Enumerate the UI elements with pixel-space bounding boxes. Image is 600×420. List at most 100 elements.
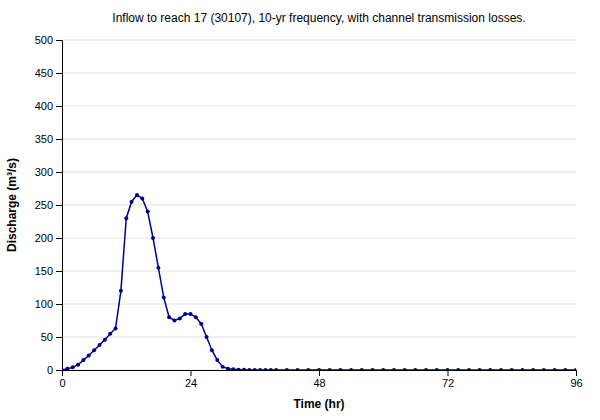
- point: [478, 368, 482, 370]
- tick-label: 24: [185, 377, 197, 389]
- axis-line: [56, 41, 63, 371]
- point: [467, 368, 471, 370]
- tick-label: 72: [442, 377, 454, 389]
- point: [146, 210, 150, 214]
- point: [328, 368, 332, 370]
- chart: 024487296050100150200250300350400450500I…: [0, 0, 600, 420]
- point: [258, 368, 262, 370]
- point: [263, 368, 267, 370]
- point: [542, 368, 546, 370]
- point: [237, 368, 241, 370]
- tick: 48: [313, 370, 325, 389]
- plot-area: 024487296050100150200250300350400450500: [35, 34, 583, 389]
- point: [360, 368, 364, 370]
- point: [135, 193, 139, 197]
- grid-line: [62, 40, 576, 41]
- point: [92, 348, 96, 352]
- grid-line: [62, 106, 576, 107]
- point: [81, 358, 85, 362]
- point: [563, 368, 567, 370]
- tick: 250: [35, 199, 62, 211]
- point: [65, 367, 69, 370]
- tick-label: 150: [35, 265, 53, 277]
- point: [424, 368, 428, 370]
- tick-mark: [319, 370, 320, 376]
- tick: 350: [35, 133, 62, 145]
- point: [435, 368, 439, 370]
- tick: 0: [47, 364, 62, 376]
- tick-label: 50: [41, 331, 53, 343]
- tick-label: 100: [35, 298, 53, 310]
- tick-label: 96: [570, 377, 582, 389]
- point: [531, 368, 535, 370]
- tick-label: 200: [35, 232, 53, 244]
- point: [231, 367, 235, 370]
- point: [167, 315, 171, 319]
- tick-mark: [56, 139, 62, 140]
- point: [130, 200, 134, 204]
- axis-line: [63, 371, 577, 377]
- point: [520, 368, 524, 370]
- tick: 50: [41, 331, 62, 343]
- y-axis-title: Discharge (m³/s): [5, 158, 19, 252]
- x-axis: 0 24 48 72 96: [59, 370, 582, 389]
- point: [183, 312, 187, 316]
- point: [76, 363, 80, 367]
- tick: 24: [185, 370, 197, 389]
- point: [189, 312, 193, 316]
- tick: 96: [570, 370, 582, 389]
- tick-label: 500: [35, 34, 53, 46]
- tick-label: 0: [59, 377, 65, 389]
- point: [574, 368, 576, 370]
- tick-label: 0: [47, 364, 53, 376]
- marks: [62, 193, 576, 370]
- tick: 450: [35, 67, 62, 79]
- tick: 0: [59, 370, 65, 389]
- tick-mark: [56, 172, 62, 173]
- point: [274, 368, 278, 370]
- point: [62, 368, 64, 370]
- point: [210, 348, 214, 352]
- tick-mark: [56, 271, 62, 272]
- tick-mark: [56, 238, 62, 239]
- point: [338, 368, 342, 370]
- tick-mark: [56, 304, 62, 305]
- tick: 100: [35, 298, 62, 310]
- point: [178, 317, 182, 321]
- y-axis: 050100150200250300350400450500: [35, 34, 63, 376]
- x-axis-title: Time (hr): [293, 397, 344, 411]
- grid-line: [62, 172, 576, 173]
- point: [253, 368, 257, 370]
- tick-mark: [56, 106, 62, 107]
- tick-label: 300: [35, 166, 53, 178]
- point: [285, 368, 289, 370]
- tick-label: 450: [35, 67, 53, 79]
- tick-label: 250: [35, 199, 53, 211]
- tick-mark: [56, 370, 62, 371]
- tick-mark: [191, 370, 192, 376]
- point: [381, 368, 385, 370]
- point: [221, 365, 225, 369]
- tick-mark: [56, 40, 62, 41]
- tick-mark: [448, 370, 449, 376]
- point: [194, 315, 198, 319]
- grid-line: [62, 205, 576, 206]
- point: [553, 368, 557, 370]
- point: [119, 289, 123, 293]
- point: [392, 368, 396, 370]
- tick-mark: [56, 337, 62, 338]
- grid-line: [62, 304, 576, 305]
- title: Inflow to reach 17 (30107), 10-yr freque…: [112, 11, 525, 25]
- grid-line: [62, 271, 576, 272]
- point: [413, 368, 417, 370]
- tick: 500: [35, 34, 62, 46]
- point: [306, 368, 310, 370]
- grid-line: [62, 73, 576, 74]
- point: [205, 335, 209, 339]
- tick-label: 350: [35, 133, 53, 145]
- point: [247, 368, 251, 370]
- point: [97, 343, 101, 347]
- point: [510, 368, 514, 370]
- point: [140, 196, 144, 200]
- point: [446, 368, 450, 370]
